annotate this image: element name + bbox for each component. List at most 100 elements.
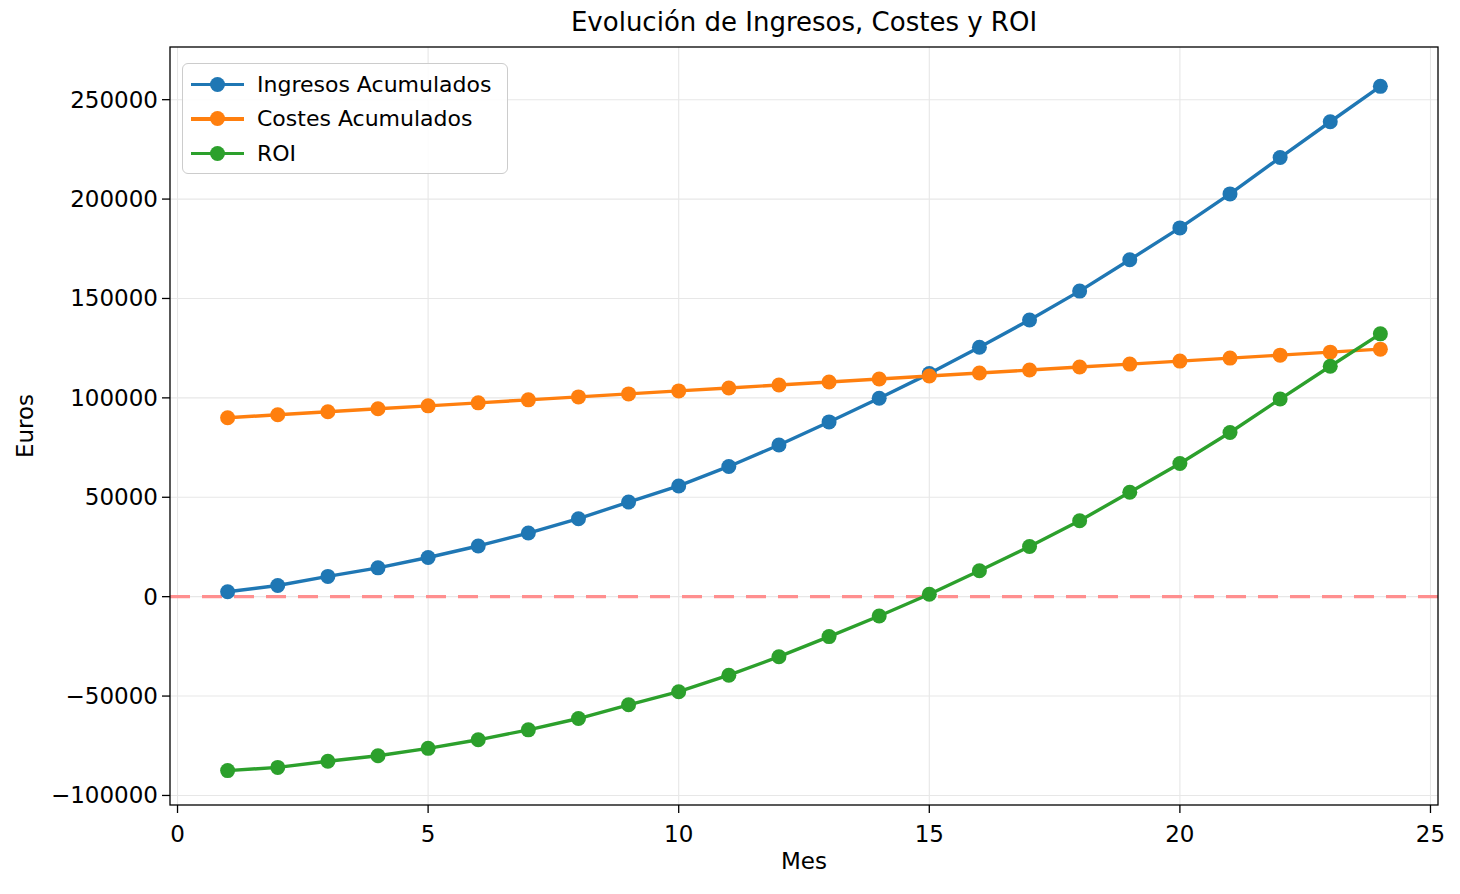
x-tick-label: 15	[915, 821, 944, 847]
data-point-marker	[220, 584, 235, 599]
data-point-marker	[771, 377, 786, 392]
data-point-marker	[671, 478, 686, 493]
data-point-marker	[220, 410, 235, 425]
data-point-marker	[270, 407, 285, 422]
data-point-marker	[521, 722, 536, 737]
data-point-marker	[1122, 252, 1137, 267]
data-point-marker	[270, 578, 285, 593]
legend-label: ROI	[257, 141, 296, 166]
series-line	[228, 334, 1381, 771]
data-point-marker	[671, 684, 686, 699]
data-point-marker	[771, 437, 786, 452]
y-tick-label: −100000	[51, 782, 158, 808]
data-point-marker	[922, 587, 937, 602]
data-point-marker	[972, 563, 987, 578]
legend-item-ingresos-acumulados: Ingresos Acumulados	[191, 67, 497, 102]
data-point-marker	[320, 404, 335, 419]
legend-label: Ingresos Acumulados	[257, 72, 491, 97]
data-point-marker	[922, 369, 937, 384]
data-point-marker	[1323, 114, 1338, 129]
data-point-marker	[270, 760, 285, 775]
data-point-marker	[621, 697, 636, 712]
data-point-marker	[571, 511, 586, 526]
data-point-marker	[370, 401, 385, 416]
data-point-marker	[1323, 359, 1338, 374]
data-point-marker	[471, 538, 486, 553]
legend-item-costes-acumulados: Costes Acumulados	[191, 102, 497, 137]
data-point-marker	[721, 668, 736, 683]
data-point-marker	[1072, 360, 1087, 375]
data-point-marker	[822, 414, 837, 429]
data-point-marker	[1273, 392, 1288, 407]
data-point-marker	[771, 649, 786, 664]
data-point-marker	[721, 380, 736, 395]
data-point-marker	[972, 366, 987, 381]
data-point-marker	[571, 389, 586, 404]
data-point-marker	[1223, 425, 1238, 440]
y-tick-label: 200000	[70, 186, 158, 212]
line-marker-icon	[191, 77, 244, 92]
series-costes-acumulados	[220, 342, 1388, 426]
data-point-marker	[872, 608, 887, 623]
data-point-marker	[1373, 342, 1388, 357]
figure: Evolución de Ingresos, Costes y ROI 0510…	[0, 0, 1460, 894]
data-point-marker	[1373, 326, 1388, 341]
x-tick-label: 5	[421, 821, 436, 847]
data-point-marker	[370, 560, 385, 575]
data-point-marker	[1122, 357, 1137, 372]
data-point-marker	[872, 391, 887, 406]
y-tick-label: 250000	[70, 87, 158, 113]
legend-item-roi: ROI	[191, 136, 497, 171]
data-point-marker	[1122, 485, 1137, 500]
line-marker-icon	[191, 146, 244, 161]
data-point-marker	[721, 459, 736, 474]
data-point-marker	[1072, 513, 1087, 528]
data-point-marker	[571, 711, 586, 726]
data-point-marker	[1172, 220, 1187, 235]
data-point-marker	[671, 383, 686, 398]
y-tick-label: −50000	[66, 683, 158, 709]
data-point-marker	[1022, 312, 1037, 327]
data-point-marker	[1273, 348, 1288, 363]
data-point-marker	[621, 495, 636, 510]
y-tick-label: 150000	[70, 285, 158, 311]
y-tick-label: 100000	[70, 385, 158, 411]
data-point-marker	[1323, 345, 1338, 360]
y-tick-label: 50000	[85, 484, 158, 510]
data-point-marker	[1172, 354, 1187, 369]
data-point-marker	[1273, 150, 1288, 165]
axis-ticks: 0510152025−100000−5000005000010000015000…	[51, 87, 1445, 847]
data-point-marker	[621, 386, 636, 401]
x-tick-label: 10	[664, 821, 693, 847]
data-point-marker	[370, 748, 385, 763]
data-point-marker	[822, 629, 837, 644]
legend-label: Costes Acumulados	[257, 106, 472, 131]
x-tick-label: 0	[170, 821, 185, 847]
data-point-marker	[421, 550, 436, 565]
data-point-marker	[1223, 186, 1238, 201]
data-point-marker	[521, 392, 536, 407]
legend: Ingresos Acumulados Costes Acumulados RO…	[182, 63, 508, 174]
data-point-marker	[320, 569, 335, 584]
y-axis-label: Euros	[12, 326, 40, 526]
data-point-marker	[972, 340, 987, 355]
series-roi	[220, 326, 1388, 778]
data-point-marker	[1072, 284, 1087, 299]
data-point-marker	[320, 754, 335, 769]
data-point-marker	[872, 371, 887, 386]
y-tick-label: 0	[143, 584, 158, 610]
data-point-marker	[822, 374, 837, 389]
data-point-marker	[471, 395, 486, 410]
data-point-marker	[421, 398, 436, 413]
data-point-marker	[220, 763, 235, 778]
data-point-marker	[1022, 363, 1037, 378]
data-point-marker	[1022, 539, 1037, 554]
data-point-marker	[521, 526, 536, 541]
data-point-marker	[1373, 79, 1388, 94]
data-point-marker	[421, 741, 436, 756]
series-line	[228, 349, 1381, 418]
line-marker-icon	[191, 111, 244, 126]
x-axis-label: Mes	[170, 848, 1438, 874]
data-point-marker	[471, 732, 486, 747]
x-tick-label: 20	[1165, 821, 1194, 847]
